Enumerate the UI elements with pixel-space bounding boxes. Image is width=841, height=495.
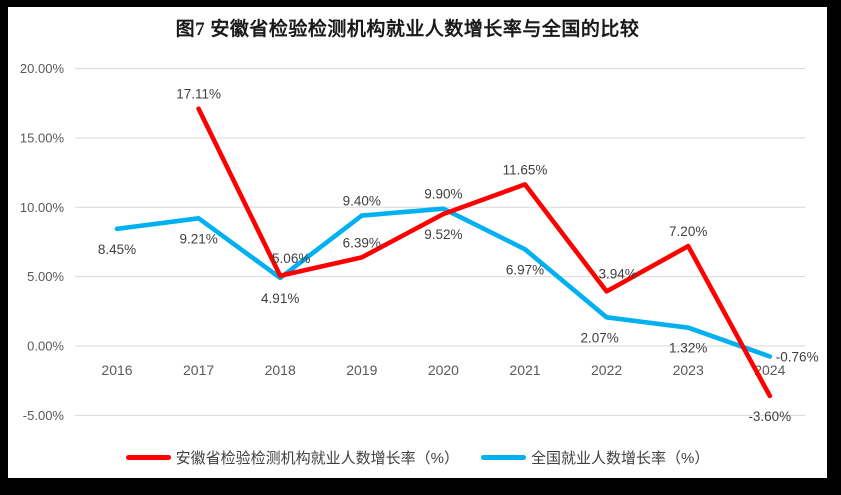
legend-line-red-icon — [125, 455, 171, 460]
data-label-series-1: 8.45% — [98, 242, 136, 257]
y-axis-tick-label: 15.00% — [20, 130, 65, 145]
chart-panel: 图7 安徽省检验检测机构就业人数增长率与全国的比较 20.00% 15.00% 10… — [8, 7, 827, 478]
data-label-series-0: 17.11% — [176, 87, 221, 102]
data-label-series-1: 9.90% — [424, 187, 462, 202]
legend-item-national: 全国就业人数增长率（%） — [481, 447, 709, 468]
y-axis-tick-label: -5.00% — [23, 408, 65, 423]
data-label-series-0: 3.94% — [598, 266, 636, 281]
series-line-1 — [114, 206, 773, 359]
y-axis-tick-label: 20.00% — [20, 61, 65, 76]
chart-title: 图7 安徽省检验检测机构就业人数增长率与全国的比较 — [175, 19, 640, 40]
chart-legend: 安徽省检验检测机构就业人数增长率（%） 全国就业人数增长率（%） — [8, 447, 827, 468]
data-label-series-1: 9.40% — [343, 194, 381, 209]
x-axis-tick-label: 2016 — [101, 362, 132, 378]
y-axis-tick-label: 0.00% — [27, 339, 64, 354]
data-label-series-0: 6.39% — [343, 235, 381, 250]
series-line-0 — [196, 106, 773, 399]
data-label-series-0: -3.60% — [748, 409, 791, 424]
y-axis-tick-label: 10.00% — [20, 200, 65, 215]
x-axis-tick-label: 2019 — [346, 362, 377, 378]
line-chart: 20.00% 15.00% 10.00% 5.00% 0.00% -5.00% 2016 20… — [20, 61, 819, 424]
x-axis-tick-label: 2024 — [754, 362, 785, 378]
data-label-series-0: 7.20% — [669, 224, 707, 239]
legend-label-anhui: 安徽省检验检测机构就业人数增长率（%） — [175, 450, 459, 467]
data-label-series-0: 5.06% — [272, 251, 310, 266]
y-axis-tick-label: 5.00% — [27, 269, 64, 284]
data-label-series-0: 11.65% — [503, 162, 548, 177]
data-label-series-1: 2.07% — [580, 330, 618, 345]
x-axis-tick-label: 2018 — [265, 362, 296, 378]
legend-item-anhui: 安徽省检验检测机构就业人数增长率（%） — [125, 447, 459, 468]
data-label-series-1: -0.76% — [776, 350, 819, 365]
x-axis-tick-label: 2022 — [591, 362, 622, 378]
data-label-series-1: 6.97% — [506, 262, 544, 277]
x-axis-tick-label: 2020 — [428, 362, 459, 378]
data-label-series-1: 1.32% — [669, 341, 707, 356]
data-label-series-1: 9.21% — [179, 231, 217, 246]
x-axis-tick-label: 2021 — [509, 362, 540, 378]
legend-label-national: 全国就业人数增长率（%） — [531, 450, 710, 467]
x-axis-tick-label: 2017 — [183, 362, 214, 378]
legend-line-blue-icon — [481, 455, 526, 460]
data-label-series-1: 4.91% — [261, 291, 299, 306]
x-axis-tick-label: 2023 — [673, 362, 704, 378]
data-label-series-0: 9.52% — [424, 227, 462, 242]
